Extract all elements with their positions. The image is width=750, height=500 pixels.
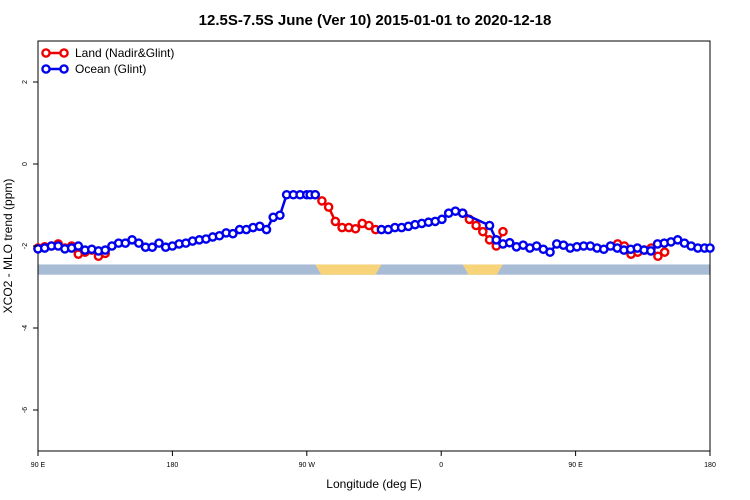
land-series-point — [498, 226, 508, 237]
legend-marker — [41, 64, 51, 74]
ocean-series-point — [228, 228, 238, 239]
ocean-series-point — [437, 214, 447, 225]
y-tick-label: 2 — [22, 80, 29, 84]
land-series-point — [653, 251, 663, 262]
ocean-series-point — [73, 241, 84, 251]
ocean-series-point — [147, 242, 158, 253]
x-tick-label: 90 E — [568, 462, 583, 469]
ocean-series-point — [310, 189, 321, 200]
land-series-point — [317, 196, 327, 206]
land-ocean-band — [38, 264, 710, 275]
y-axis-label: XCO2 - MLO trend (ppm) — [1, 179, 15, 314]
ocean-series-point — [100, 245, 110, 255]
land-series-point — [330, 216, 341, 227]
ocean-series-point — [154, 238, 164, 248]
ocean-series-point — [504, 237, 515, 248]
y-tick-label: 0 — [22, 162, 29, 166]
land-band-segment — [462, 264, 503, 275]
legend-marker — [41, 48, 51, 58]
legend-label: Ocean (Glint) — [75, 62, 146, 76]
legend-label: Land (Nadir&Glint) — [75, 46, 174, 60]
ocean-series-point — [275, 210, 285, 221]
ocean-series-point — [545, 247, 555, 257]
legend-marker — [59, 48, 69, 58]
land-series-point — [323, 202, 334, 212]
x-tick-label: 90 W — [299, 462, 316, 469]
y-tick-label: -6 — [22, 407, 29, 413]
ocean-series-point — [491, 235, 502, 245]
land-series-point — [350, 223, 361, 234]
ocean-series-point — [133, 238, 144, 248]
chart-title: 12.5S-7.5S June (Ver 10) 2015-01-01 to 2… — [199, 12, 552, 29]
legend: Land (Nadir&Glint) Ocean (Glint) — [41, 46, 174, 76]
x-tick-label: 90 E — [31, 462, 46, 469]
y-axis: 2 0 -2 -4 -6 — [22, 80, 38, 413]
land-series-point — [471, 220, 481, 231]
x-tick-label: 0 — [439, 462, 443, 469]
ocean-series-point — [457, 208, 468, 218]
x-tick-label: 180 — [704, 462, 716, 469]
ocean-series-point — [646, 246, 656, 256]
ocean-series-point — [484, 220, 495, 231]
y-tick-label: -2 — [22, 243, 29, 249]
ocean-series-point — [705, 243, 715, 253]
x-axis: 90 E 180 90 W 0 90 E 180 — [31, 451, 716, 469]
x-axis-label: Longitude (deg E) — [326, 477, 421, 491]
x-tick-label: 180 — [167, 462, 179, 469]
legend-marker — [59, 64, 69, 74]
ocean-series-point — [261, 224, 272, 235]
y-tick-label: -4 — [22, 325, 29, 331]
land-series-point — [364, 220, 374, 231]
land-band-segment — [315, 264, 382, 275]
series-layer — [33, 189, 715, 262]
land-series-point — [659, 247, 670, 257]
land-series-point — [478, 226, 488, 237]
